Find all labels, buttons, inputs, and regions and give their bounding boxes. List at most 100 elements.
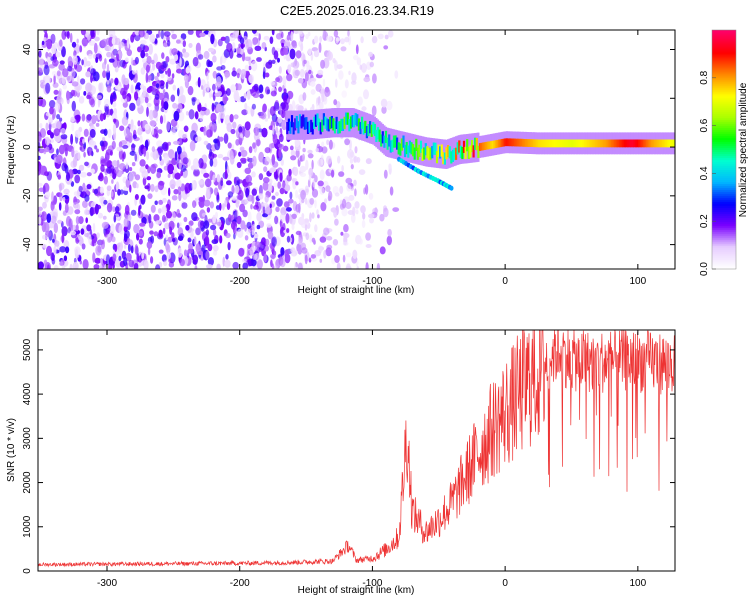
- spectrogram-noise-cell: [171, 30, 175, 34]
- spectrogram-noise-cell: [62, 196, 66, 202]
- spectrogram-noise-cell: [142, 176, 147, 186]
- spectrogram-noise-cell: [145, 64, 150, 73]
- spectrogram-noise-cell: [46, 213, 52, 224]
- spectrogram-noise-cell: [58, 182, 65, 190]
- colorbar-cell: [712, 75, 736, 79]
- spectrogram-noise-cell: [162, 141, 169, 152]
- spectrogram-trace-cell: [572, 139, 575, 148]
- snr-x-axis-label: Height of straight line (km): [298, 585, 415, 596]
- spectrogram-noise-cell: [324, 86, 330, 93]
- spectrogram-noise-cell: [104, 106, 109, 116]
- colorbar-cell: [712, 151, 736, 155]
- colorbar-cell: [712, 255, 736, 258]
- spectrogram-noise-cell: [334, 218, 339, 226]
- spectrogram-noise-cell: [96, 95, 103, 100]
- spectrogram-noise-cell: [177, 186, 182, 196]
- spectrogram-noise-cell: [144, 123, 150, 131]
- spectrogram-noise-cell: [181, 202, 188, 209]
- spectrogram-trace-cell: [547, 139, 550, 148]
- spectrogram-noise-cell: [95, 122, 100, 127]
- spectrogram-noise-cell: [191, 179, 195, 191]
- spectrogram-noise-cell: [195, 136, 202, 142]
- colorbar-cell: [712, 103, 736, 107]
- spectrogram-noise-cell: [70, 116, 75, 123]
- spectrogram-noise-cell: [217, 153, 224, 159]
- spectrogram-noise-cell: [237, 195, 243, 200]
- spectrogram-noise-cell: [51, 70, 57, 77]
- spectrogram-noise-cell: [159, 155, 162, 161]
- spectrogram-noise-cell: [361, 219, 366, 229]
- spectrogram-noise-cell: [334, 192, 340, 197]
- spectrogram-noise-cell: [52, 238, 55, 243]
- spectrogram-noise-cell: [270, 259, 273, 268]
- spectrogram-noise-cell: [158, 92, 165, 101]
- spectrogram-noise-cell: [338, 70, 344, 80]
- spectrogram-noise-cell: [242, 258, 248, 263]
- spectrogram-trace-cell: [384, 130, 388, 143]
- spectrogram-noise-cell: [248, 74, 255, 84]
- spectrogram-noise-cell: [279, 172, 283, 183]
- spectrogram-noise-cell: [38, 206, 43, 211]
- spectrogram-noise-cell: [310, 89, 316, 95]
- snr-x-tick-label: 0: [502, 578, 508, 589]
- spectrogram-trace-cell: [599, 139, 603, 148]
- colorbar-frame: [711, 29, 737, 270]
- spectrogram-noise-cell: [194, 111, 199, 120]
- spectrogram-noise-cell: [180, 94, 186, 105]
- spectrogram-noise-cell: [200, 106, 207, 112]
- spectrogram-noise-cell: [151, 83, 156, 93]
- spectrogram-noise-cell: [138, 230, 143, 237]
- spectrogram-trace-cell: [290, 115, 294, 128]
- spectrogram-noise-cell: [154, 93, 160, 100]
- spectrogram-noise-cell: [365, 184, 369, 195]
- snr-x-axis: -300 -200 -100 0 100: [97, 330, 647, 589]
- spectrogram-noise-cell: [109, 172, 113, 178]
- spectrogram-noise-cell: [203, 83, 210, 94]
- spectrogram-noise-cell: [342, 241, 349, 246]
- spectrogram-noise-cell: [337, 155, 341, 164]
- spectrogram-noise-cell: [86, 30, 92, 40]
- spectrogram-noise-cell: [130, 34, 135, 43]
- spectrogram-noise-cell: [108, 30, 116, 39]
- spectrogram-noise-cell: [254, 241, 261, 248]
- spectrogram-noise-cell: [177, 235, 184, 241]
- spectrogram-noise-cell: [153, 214, 160, 222]
- spectrogram-noise-cell: [82, 138, 85, 144]
- spectrogram-noise-cell: [179, 222, 182, 227]
- spectrogram-trace-cell: [496, 139, 499, 148]
- spectrogram-trace-cell: [462, 140, 466, 153]
- spectrogram-noise-cell: [38, 155, 41, 160]
- colorbar-cell: [712, 111, 736, 115]
- spectrogram-noise-cell: [333, 209, 338, 218]
- spectrogram-noise-cell: [206, 207, 211, 213]
- spectrogram-noise-cell: [285, 213, 290, 224]
- spectrogram-trace-cell: [410, 142, 413, 155]
- colorbar-cell: [712, 101, 736, 105]
- colorbar-cell: [712, 231, 736, 234]
- spectrogram-noise-cell: [319, 187, 325, 195]
- spectrogram-noise-cell: [189, 140, 196, 152]
- colorbar-cell: [712, 175, 736, 178]
- spectrogram-noise-cell: [158, 249, 164, 254]
- spectrogram-noise-cell: [206, 143, 212, 150]
- spectrogram-noise-cell: [102, 215, 107, 220]
- spectrogram-noise-cell: [180, 170, 184, 177]
- spectrogram-noise-cell: [226, 202, 231, 211]
- spectrogram-noise-cell: [97, 175, 101, 180]
- spectrogram-noise-cell: [246, 228, 251, 235]
- spectrogram-noise-cell: [81, 113, 86, 122]
- spectrogram-noise-cell: [319, 236, 327, 243]
- spectrogram-noise-cell: [261, 42, 267, 49]
- spectrogram-noise-cell: [267, 231, 274, 240]
- spectrogram-noise-cell: [265, 61, 273, 69]
- spectrogram-noise-cell: [277, 181, 282, 189]
- spectrogram-noise-cell: [90, 168, 95, 174]
- spectrogram-noise-cell: [223, 133, 229, 144]
- spectrogram-noise-cell: [84, 161, 89, 167]
- spectrogram-noise-cell: [158, 199, 164, 205]
- spectrogram-noise-cell: [86, 172, 92, 177]
- spectrogram-trace-cell: [300, 116, 303, 129]
- spectrogram-noise-cell: [248, 65, 252, 71]
- spectrogram-noise-cell: [319, 258, 323, 263]
- spectrogram-noise-cell: [371, 105, 377, 117]
